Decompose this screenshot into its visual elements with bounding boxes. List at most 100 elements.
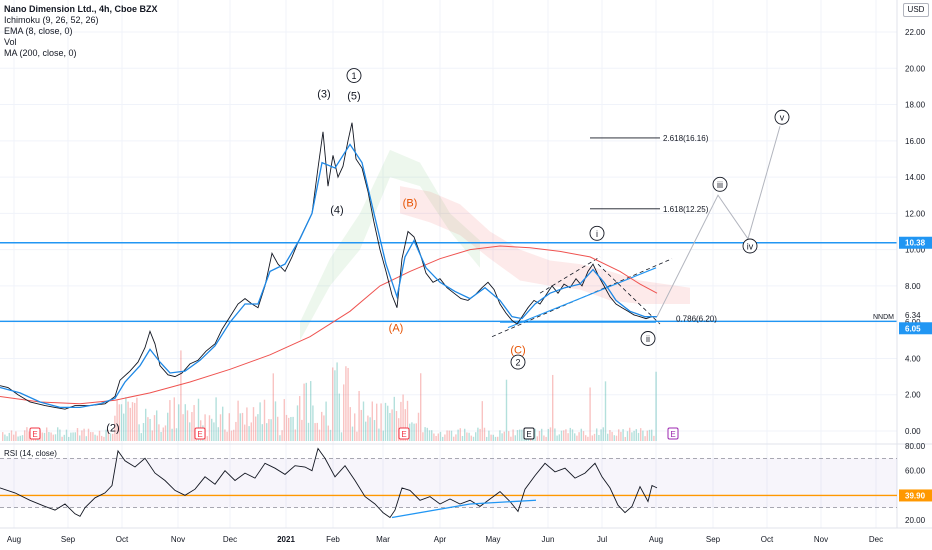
volume-bar bbox=[404, 409, 406, 441]
x-tick-label: Oct bbox=[116, 535, 129, 544]
volume-bar bbox=[477, 427, 479, 441]
volume-bar bbox=[338, 393, 340, 441]
volume-bar bbox=[371, 401, 373, 441]
volume-bar bbox=[494, 436, 497, 441]
rsi-trendline[interactable] bbox=[391, 503, 471, 519]
volume-bar bbox=[640, 428, 642, 441]
time-axis[interactable]: Aug Sep Oct Nov Dec 2021 Feb Mar Apr May Jun Jul Aug… bbox=[0, 527, 932, 544]
volume-bar bbox=[329, 429, 332, 441]
volume-bar bbox=[635, 429, 637, 441]
price-axis[interactable]: 22.00 20.00 18.00 16.00 14.00 12.00 10.00 8.00 6… bbox=[873, 0, 932, 528]
volume-bar bbox=[618, 429, 620, 441]
x-tick-label: 2021 bbox=[277, 535, 295, 544]
volume-bar bbox=[459, 428, 461, 441]
legend-vol[interactable]: Vol bbox=[4, 37, 17, 47]
legend-ema[interactable]: EMA (8, close, 0) bbox=[4, 26, 73, 36]
rsi-title: RSI (14, close) bbox=[4, 449, 57, 458]
volume-bar bbox=[151, 430, 153, 441]
rsi-trendline[interactable] bbox=[469, 499, 537, 505]
earnings-marker[interactable] bbox=[523, 427, 535, 440]
volume-bar bbox=[114, 415, 116, 441]
volume-bar bbox=[655, 371, 657, 441]
volume-bar bbox=[349, 407, 351, 441]
rsi-value-tag[interactable] bbox=[899, 489, 932, 502]
upcoming-earnings-label: E bbox=[670, 430, 675, 439]
earnings-marker[interactable] bbox=[398, 427, 410, 440]
trendline-blue[interactable] bbox=[507, 267, 657, 329]
volume-bar bbox=[167, 412, 169, 441]
earnings-marker-label: E bbox=[32, 430, 37, 439]
volume-bar bbox=[230, 430, 233, 441]
volume-bar bbox=[593, 433, 596, 441]
volume-bar bbox=[519, 429, 521, 441]
trend-channel[interactable] bbox=[491, 256, 673, 338]
volume-bar bbox=[567, 433, 569, 441]
price-line bbox=[0, 122, 657, 410]
volume-bar bbox=[574, 433, 576, 441]
volume-bar bbox=[241, 412, 244, 441]
legend-ma200[interactable]: MA (200, close, 0) bbox=[4, 48, 77, 58]
volume-bar bbox=[633, 430, 635, 441]
y-tick-label: 14.00 bbox=[905, 173, 926, 182]
volume-bar bbox=[107, 429, 109, 441]
volume-bar bbox=[305, 382, 307, 441]
channel-down[interactable] bbox=[597, 263, 661, 325]
volume-bar bbox=[83, 428, 85, 441]
fib-extension[interactable]: 2.618(16.16) 1.618(12.25) 0.786(6.20) bbox=[590, 134, 717, 324]
volume-bar bbox=[105, 429, 107, 441]
volume-bar bbox=[466, 432, 468, 441]
volume-bar bbox=[98, 430, 101, 441]
volume-bar bbox=[373, 420, 376, 441]
volume-bar bbox=[250, 422, 252, 441]
volume-bar bbox=[360, 409, 362, 441]
x-tick-label: Aug bbox=[7, 535, 21, 544]
earnings-marker-label: E bbox=[526, 430, 531, 439]
volume-bar bbox=[175, 428, 178, 441]
horizontal-levels[interactable] bbox=[0, 242, 897, 322]
volume-bar bbox=[413, 423, 415, 441]
volume-bar bbox=[439, 431, 442, 441]
volume-bar bbox=[288, 417, 290, 441]
earnings-marker[interactable] bbox=[194, 427, 206, 440]
volume-bar bbox=[510, 436, 512, 441]
volume-bar bbox=[6, 436, 8, 441]
fib-label: 1.618(12.25) bbox=[663, 205, 709, 214]
volume-bar bbox=[182, 414, 184, 441]
volume-bar bbox=[450, 430, 453, 441]
volume-bar bbox=[332, 367, 334, 441]
level-price-tag[interactable] bbox=[899, 322, 932, 335]
volume-bar bbox=[118, 404, 120, 441]
channel-upper[interactable] bbox=[539, 256, 601, 294]
volume-bar bbox=[54, 434, 57, 441]
volume-bar bbox=[642, 430, 644, 441]
chart-title[interactable]: Nano Dimension Ltd., 4h, Cboe BZX bbox=[4, 4, 158, 14]
volume-bar bbox=[101, 435, 103, 441]
projection-path[interactable] bbox=[656, 126, 781, 317]
volume-bar bbox=[446, 430, 448, 441]
volume-bar bbox=[576, 435, 578, 441]
currency-badge[interactable]: USD bbox=[903, 3, 929, 17]
earnings-marker-label: E bbox=[197, 430, 202, 439]
volume-bar bbox=[565, 429, 567, 441]
volume-bar bbox=[283, 399, 285, 441]
volume-bar bbox=[393, 396, 395, 441]
legend-ichimoku[interactable]: Ichimoku (9, 26, 52, 26) bbox=[4, 15, 99, 25]
ma200-line bbox=[0, 245, 658, 405]
ema-line bbox=[0, 143, 657, 409]
volume-bar bbox=[490, 434, 492, 441]
volume-bar bbox=[13, 434, 15, 441]
volume-bar bbox=[270, 419, 272, 441]
volume-bar bbox=[123, 413, 125, 441]
level-price-tag[interactable] bbox=[899, 236, 932, 249]
volume-bar bbox=[376, 403, 378, 441]
volume-bar bbox=[384, 402, 387, 441]
volume-bar bbox=[10, 430, 13, 441]
upcoming-earnings-marker[interactable] bbox=[667, 427, 679, 440]
earnings-marker[interactable] bbox=[29, 427, 41, 440]
volume-bar bbox=[147, 417, 149, 441]
volume-bar bbox=[4, 434, 6, 441]
volume-bar bbox=[380, 403, 382, 441]
